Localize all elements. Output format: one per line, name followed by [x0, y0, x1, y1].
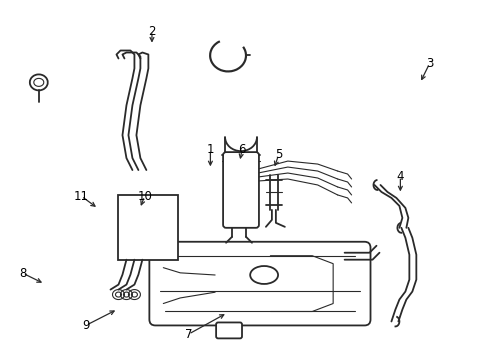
Text: 2: 2: [148, 25, 155, 38]
Bar: [118, 195, 178, 260]
FancyBboxPatch shape: [223, 152, 259, 228]
Text: 11: 11: [74, 190, 89, 203]
Text: 4: 4: [396, 170, 403, 183]
Text: 6: 6: [238, 143, 245, 156]
FancyBboxPatch shape: [216, 323, 242, 338]
Text: 3: 3: [425, 57, 432, 70]
Text: 10: 10: [137, 190, 152, 203]
Text: 5: 5: [274, 148, 282, 161]
Text: 9: 9: [82, 319, 90, 332]
Text: 8: 8: [19, 267, 26, 280]
Text: 7: 7: [184, 328, 192, 341]
Ellipse shape: [250, 266, 278, 284]
Text: 1: 1: [206, 143, 214, 156]
FancyBboxPatch shape: [149, 242, 370, 325]
